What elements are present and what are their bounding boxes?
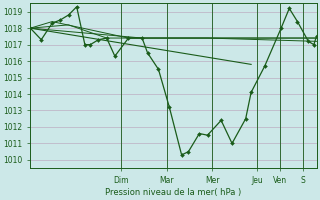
X-axis label: Pression niveau de la mer( hPa ): Pression niveau de la mer( hPa ) (105, 188, 242, 197)
